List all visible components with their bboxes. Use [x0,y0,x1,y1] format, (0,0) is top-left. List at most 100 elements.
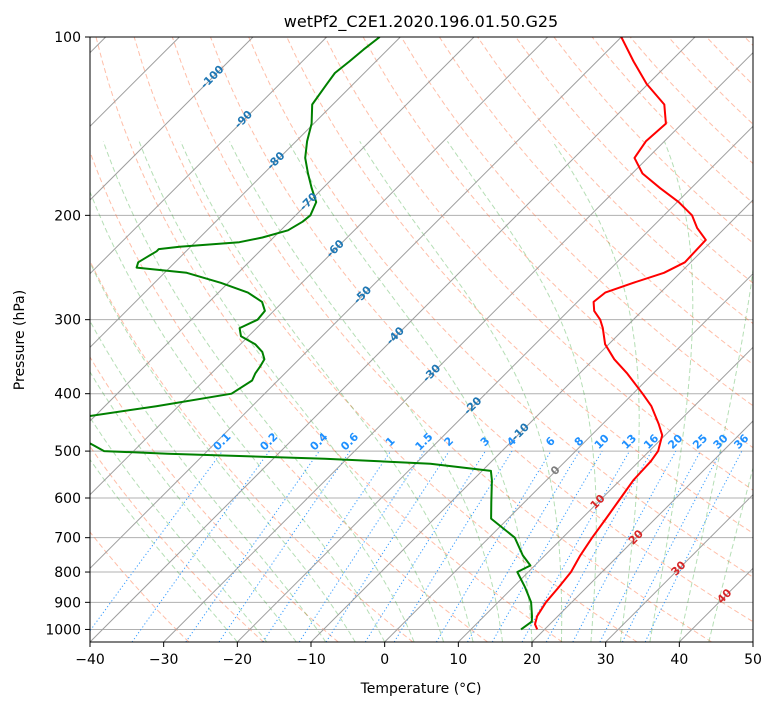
mixing-ratio-label: 36 [731,431,751,451]
x-tick-label: −30 [149,652,179,668]
mixing-ratio-label: 25 [690,432,710,452]
y-tick-label: 700 [54,531,81,547]
dry-adiabat [515,37,753,284]
y-tick-label: 800 [54,565,81,581]
mixing-ratio-line [298,450,425,642]
y-tick-label: 200 [54,208,81,224]
mixing-ratio-label: 0.2 [257,430,280,453]
y-tick-label: 300 [54,313,81,329]
moist-adiabat [90,320,327,642]
dry-adiabat [210,37,753,623]
wet-bulb-label: 20 [626,527,646,547]
isotherm-line [310,199,753,642]
mixing-ratio-line [491,450,603,642]
dry-adiabat [706,37,753,86]
mixing-ratio-line [599,450,701,642]
plot-frame [89,36,754,643]
x-tick-label: −10 [296,652,326,668]
isotherm-line [90,37,328,275]
chart-title: wetPf2_C2E1.2020.196.01.50.G25 [284,12,558,32]
isotherm-line [531,420,753,642]
moist-adiabat [678,266,753,642]
dry-adiabat [90,531,190,642]
y-tick-label: 1000 [45,622,81,638]
isotherm-line [752,641,753,642]
mixing-ratio-label: 8 [572,434,587,449]
moist-adiabat [90,370,297,642]
dry-adiabat [324,37,753,491]
dry-adiabat [90,356,339,642]
dry-adiabat [171,37,712,642]
mixing-ratio-label: 1.5 [413,430,436,453]
dry-adiabat [95,37,563,642]
x-tick-label: 50 [744,652,762,668]
y-tick-label: 500 [54,444,81,460]
isotherm-line [678,567,753,642]
moist-adiabat [359,141,563,642]
dewpoint-line [90,37,533,631]
mixing-ratio-label: 2 [442,434,457,449]
isotherm-line [384,272,753,642]
isotherm-label: -60 [324,237,347,260]
dry-adiabat [400,37,753,407]
isotherm-line [90,37,254,201]
dry-adiabat [90,445,264,642]
y-tick-label: 600 [54,491,81,507]
mixing-ratio-line [325,450,450,642]
moist-adiabat [287,141,533,642]
mixing-ratio-label: 6 [543,434,558,449]
moist-adiabat [229,141,503,642]
x-tick-label: 10 [449,652,467,668]
moist-adiabat [90,261,356,642]
x-tick-label: 40 [670,652,688,668]
y-tick-label: 100 [54,30,81,46]
mixing-ratio-line [262,450,392,642]
mixing-ratio-label: 1 [383,434,398,449]
moist-adiabat [138,141,445,642]
isotherm-line [90,37,401,349]
mixing-ratio-line [435,450,552,642]
y-axis-label: Pressure (hPa) [12,290,28,390]
mixing-ratio-label: 3 [478,434,493,449]
y-axis: 100 200 300 400 500 600 700 800 900 1000 [45,30,90,638]
dry-adiabat [438,37,753,366]
mixing-ratio-label: 13 [619,432,639,452]
isotherm-line [90,37,696,642]
y-tick-label: 400 [54,387,81,403]
x-tick-label: 20 [523,652,541,668]
dry-adiabat [591,37,753,204]
x-tick-label: −20 [223,652,253,668]
x-axis: −40 −30 −20 −10 0 10 20 30 40 50 [75,642,762,668]
isotherm-line [236,125,753,642]
isotherm-line [457,346,753,642]
dry-adiabat [362,37,753,449]
x-axis-label: Temperature (°C) [360,681,482,697]
dry-adiabat [668,37,753,125]
moist-adiabat [708,466,753,642]
mixing-ratio-line [131,450,270,642]
temperature-line [534,37,707,630]
mixing-ratio-line [218,450,351,642]
mixing-ratio-label: 10 [592,431,612,451]
isotherm-label: -40 [384,324,407,347]
moist-adiabat [180,141,474,642]
x-tick-label: 0 [380,652,389,668]
dry-adiabat [744,37,753,47]
mixing-ratio-label: 30 [711,431,731,451]
dry-adiabat [248,37,753,578]
mixing-ratio-label: 0.4 [307,430,330,453]
moist-adiabat [102,141,415,642]
isotherm-line [163,51,753,642]
x-tick-label: 30 [597,652,615,668]
mixing-ratio-label: 0.6 [338,430,361,453]
moist-adiabat [552,141,640,642]
dry-adiabat [90,259,414,642]
y-tick-label: 900 [54,595,81,611]
moist-adiabat [446,141,597,642]
isotherm-line [605,493,753,642]
isotherm-line [90,37,622,570]
moist-adiabat [649,141,694,642]
dry-adiabat [90,150,488,642]
mixing-ratio-line [90,450,223,632]
